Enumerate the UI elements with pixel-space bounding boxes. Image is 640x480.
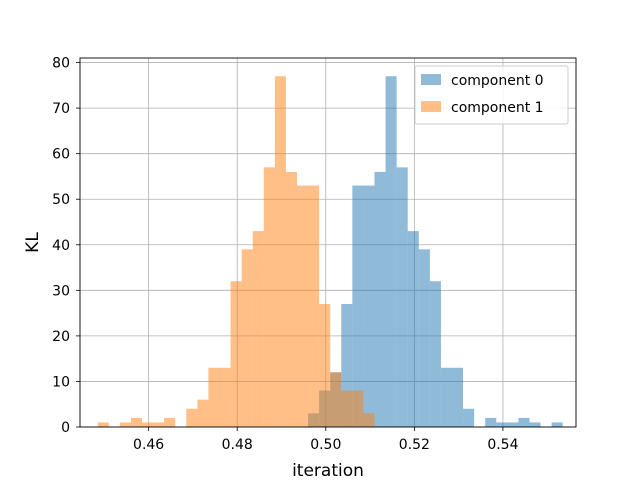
y-tick-label: 20 xyxy=(52,329,70,345)
plot-frame xyxy=(79,57,577,428)
histogram-bar-component-1 xyxy=(274,76,286,427)
x-tick-label: 0.50 xyxy=(310,437,341,453)
legend-box xyxy=(414,65,569,125)
y-tick-label: 50 xyxy=(52,192,70,208)
x-tick-label: 0.48 xyxy=(222,437,253,453)
histogram-bar-component-1 xyxy=(230,281,242,427)
histogram-bar-component-1 xyxy=(130,417,142,427)
y-axis-label: KL xyxy=(23,232,43,253)
histogram-bar-component-0 xyxy=(452,367,464,427)
x-tick-label: 0.52 xyxy=(399,437,430,453)
histogram-bar-component-1 xyxy=(285,171,297,427)
histogram-bar-component-1 xyxy=(241,249,253,427)
histogram-bar-component-1 xyxy=(341,390,353,427)
histogram-bar-component-1 xyxy=(164,417,176,427)
bars xyxy=(97,76,563,428)
histogram-bar-component-1 xyxy=(319,304,331,427)
x-tick-label: 0.54 xyxy=(487,437,518,453)
histogram-bar-component-1 xyxy=(352,390,364,427)
legend: component 0 component 1 xyxy=(414,65,569,125)
histogram-bar-component-0 xyxy=(385,76,397,427)
histogram-bar-component-1 xyxy=(297,185,309,427)
legend-swatch-component-0 xyxy=(421,74,441,85)
histogram-bar-component-0 xyxy=(352,185,364,427)
x-axis-ticks: 0.46 0.48 0.50 0.52 0.54 xyxy=(133,427,519,453)
y-tick-label: 40 xyxy=(52,238,70,254)
histogram-bar-component-1 xyxy=(197,399,209,427)
histogram-bar-component-1 xyxy=(219,367,231,427)
histogram-bar-component-0 xyxy=(507,422,519,427)
grid-lines xyxy=(80,58,576,428)
histogram-bar-component-1 xyxy=(208,367,220,427)
legend-label-component-0: component 0 xyxy=(451,73,544,89)
histogram-bar-component-0 xyxy=(363,185,375,427)
histogram-bar-component-0 xyxy=(463,408,475,427)
histogram-bar-component-1 xyxy=(263,167,275,428)
y-tick-label: 70 xyxy=(52,101,70,117)
y-tick-label: 30 xyxy=(52,283,70,299)
histogram-bar-component-1 xyxy=(142,422,154,427)
histogram-bar-component-0 xyxy=(407,231,419,427)
histogram-bar-component-0 xyxy=(551,422,563,427)
histogram-bar-component-0 xyxy=(341,304,353,427)
histogram-bar-component-0 xyxy=(440,367,452,427)
histogram-bar-component-0 xyxy=(485,417,497,427)
legend-swatch-component-1 xyxy=(421,101,441,112)
legend-label-component-1: component 1 xyxy=(451,100,544,116)
histogram-bar-component-0 xyxy=(374,171,386,427)
histogram-bar-component-1 xyxy=(119,422,131,427)
histogram-bar-component-0 xyxy=(396,167,408,428)
y-tick-label: 0 xyxy=(61,420,70,436)
histogram-bar-component-0 xyxy=(529,422,541,427)
y-tick-label: 80 xyxy=(52,56,70,72)
y-axis-ticks: 0 10 20 30 40 50 60 70 80 xyxy=(52,56,80,436)
histogram-bar-component-1 xyxy=(153,422,165,427)
histogram-bar-component-1 xyxy=(97,422,109,427)
histogram-bar-component-1 xyxy=(308,185,320,427)
x-axis-label: iteration xyxy=(292,461,364,480)
histogram-bar-component-1 xyxy=(363,413,375,427)
histogram-bar-component-0 xyxy=(418,249,430,427)
x-tick-label: 0.46 xyxy=(133,437,164,453)
histogram-bar-component-1 xyxy=(330,372,342,427)
y-tick-label: 60 xyxy=(52,147,70,163)
histogram-bar-component-1 xyxy=(252,231,264,427)
y-tick-label: 10 xyxy=(52,374,70,390)
histogram-bar-component-0 xyxy=(496,422,508,427)
histogram-bar-component-0 xyxy=(518,417,530,427)
histogram-bar-component-0 xyxy=(429,281,441,427)
histogram-bar-component-1 xyxy=(186,408,198,427)
